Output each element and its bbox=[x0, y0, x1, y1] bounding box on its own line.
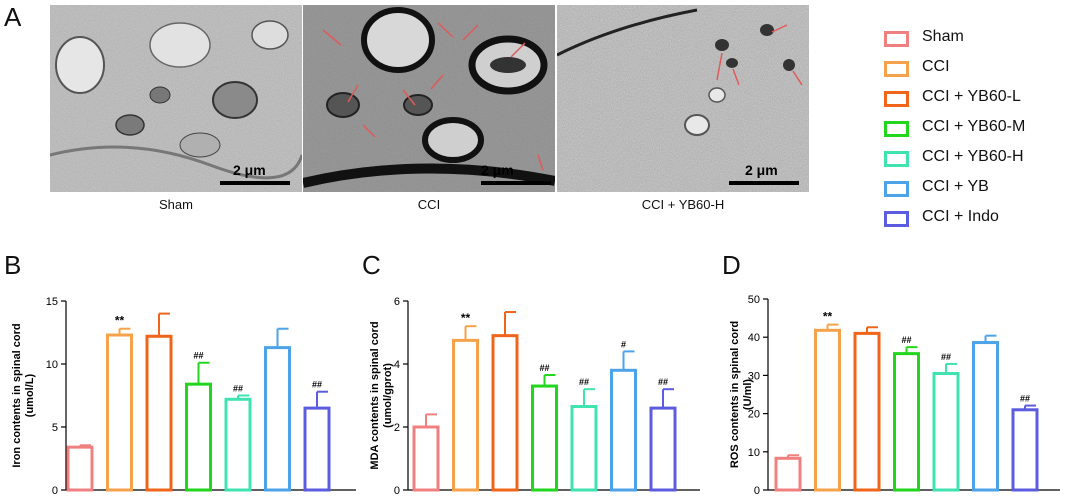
y-tick-label: 10 bbox=[748, 447, 760, 459]
bar bbox=[264, 346, 291, 492]
legend-item-cci-yb60-l: CCI + YB60-L bbox=[884, 88, 1064, 108]
bar bbox=[893, 352, 920, 492]
bar bbox=[452, 338, 479, 492]
bar bbox=[303, 406, 331, 492]
micrograph-sham: 2 μm bbox=[50, 5, 302, 192]
significance-label: ** bbox=[461, 311, 471, 325]
y-tick-label: 10 bbox=[46, 359, 58, 371]
scale-label: 2 μm bbox=[745, 162, 778, 178]
legend-swatch bbox=[884, 61, 909, 77]
legend-item-cci-yb60-m: CCI + YB60-M bbox=[884, 118, 1064, 138]
legend-label: Sham bbox=[922, 28, 964, 45]
bar bbox=[145, 334, 173, 492]
significance-label: ## bbox=[539, 363, 549, 373]
significance-label: ## bbox=[941, 352, 951, 362]
significance-label: ## bbox=[901, 335, 911, 345]
micrograph-caption-cci-yb60-h: CCI + YB60-H bbox=[641, 197, 725, 212]
legend-label: CCI + Indo bbox=[922, 208, 999, 225]
legend-swatch bbox=[884, 121, 909, 137]
y-tick-label: 4 bbox=[394, 359, 400, 371]
legend-item-cci-yb: CCI + YB bbox=[884, 178, 1064, 198]
significance-label: ## bbox=[579, 377, 589, 387]
bar bbox=[412, 425, 440, 492]
legend-item-cci: CCI bbox=[884, 58, 1064, 78]
bar bbox=[185, 382, 212, 492]
y-axis-label: (U/ml) bbox=[742, 379, 754, 411]
bar bbox=[1011, 408, 1039, 492]
scale-bar bbox=[481, 181, 551, 185]
bar bbox=[491, 334, 519, 492]
bar bbox=[531, 384, 558, 492]
micrograph-cci: 2 μm bbox=[303, 5, 555, 192]
y-tick-label: 40 bbox=[748, 332, 760, 344]
y-tick-label: 15 bbox=[46, 296, 58, 308]
y-axis-label: MDA contents in spinal cord bbox=[369, 321, 381, 469]
bar bbox=[106, 333, 133, 492]
significance-label: ## bbox=[193, 351, 203, 361]
micrograph-cci-yb60-h: 2 μm bbox=[557, 5, 809, 192]
significance-label: # bbox=[621, 339, 626, 349]
legend-item-cci-yb60-h: CCI + YB60-H bbox=[884, 148, 1064, 168]
y-tick-label: 5 bbox=[52, 422, 58, 434]
significance-label: ** bbox=[823, 310, 833, 324]
legend-swatch bbox=[884, 211, 909, 227]
micrograph-caption-cci: CCI bbox=[417, 197, 441, 212]
y-axis-label: (umol/L) bbox=[24, 373, 36, 417]
y-tick-label: 50 bbox=[748, 294, 760, 306]
legend-swatch bbox=[884, 151, 909, 167]
bar bbox=[853, 331, 881, 492]
significance-label: ## bbox=[312, 380, 322, 390]
legend-label: CCI + YB60-H bbox=[922, 148, 1024, 165]
y-tick-label: 20 bbox=[748, 409, 760, 421]
legend-item-sham: Sham bbox=[884, 28, 1064, 48]
y-tick-label: 0 bbox=[52, 485, 58, 497]
bar bbox=[66, 445, 94, 492]
scale-label: 2 μm bbox=[233, 162, 266, 178]
significance-label: ## bbox=[1020, 394, 1030, 404]
panel-letter-a: A bbox=[4, 2, 22, 32]
bar bbox=[774, 456, 802, 492]
panel-letter-b: B bbox=[4, 250, 22, 280]
bar bbox=[224, 397, 252, 492]
panel-letter-c: C bbox=[362, 250, 381, 280]
y-axis-label: (umol/gprot) bbox=[382, 363, 394, 428]
legend-label: CCI + YB bbox=[922, 178, 989, 195]
y-tick-label: 0 bbox=[754, 485, 760, 497]
bar bbox=[932, 371, 960, 492]
legend-label: CCI bbox=[922, 58, 950, 75]
scale-bar bbox=[220, 181, 290, 185]
y-tick-label: 2 bbox=[394, 422, 400, 434]
bar bbox=[972, 341, 999, 492]
legend-swatch bbox=[884, 91, 909, 107]
legend-swatch bbox=[884, 181, 909, 197]
y-tick-label: 30 bbox=[748, 370, 760, 382]
significance-label: ** bbox=[115, 314, 125, 328]
legend-item-cci-indo: CCI + Indo bbox=[884, 208, 1064, 228]
scale-bar bbox=[729, 181, 799, 185]
significance-label: ## bbox=[233, 384, 243, 394]
bar bbox=[610, 368, 637, 492]
scale-label: 2 μm bbox=[481, 162, 514, 178]
legend-swatch bbox=[884, 31, 909, 47]
legend-label: CCI + YB60-M bbox=[922, 118, 1026, 135]
y-axis-label: ROS contents in spinal cord bbox=[729, 321, 741, 468]
y-tick-label: 0 bbox=[394, 485, 400, 497]
bar bbox=[649, 406, 677, 492]
micrograph-caption-sham: Sham bbox=[159, 197, 193, 212]
panel-letter-d: D bbox=[722, 250, 741, 280]
bar bbox=[570, 405, 598, 492]
bar bbox=[814, 328, 841, 492]
y-tick-label: 6 bbox=[394, 296, 400, 308]
significance-label: ## bbox=[658, 377, 668, 387]
y-axis-label: Iron contents in spinal cord bbox=[11, 323, 23, 467]
legend-label: CCI + YB60-L bbox=[922, 88, 1021, 105]
